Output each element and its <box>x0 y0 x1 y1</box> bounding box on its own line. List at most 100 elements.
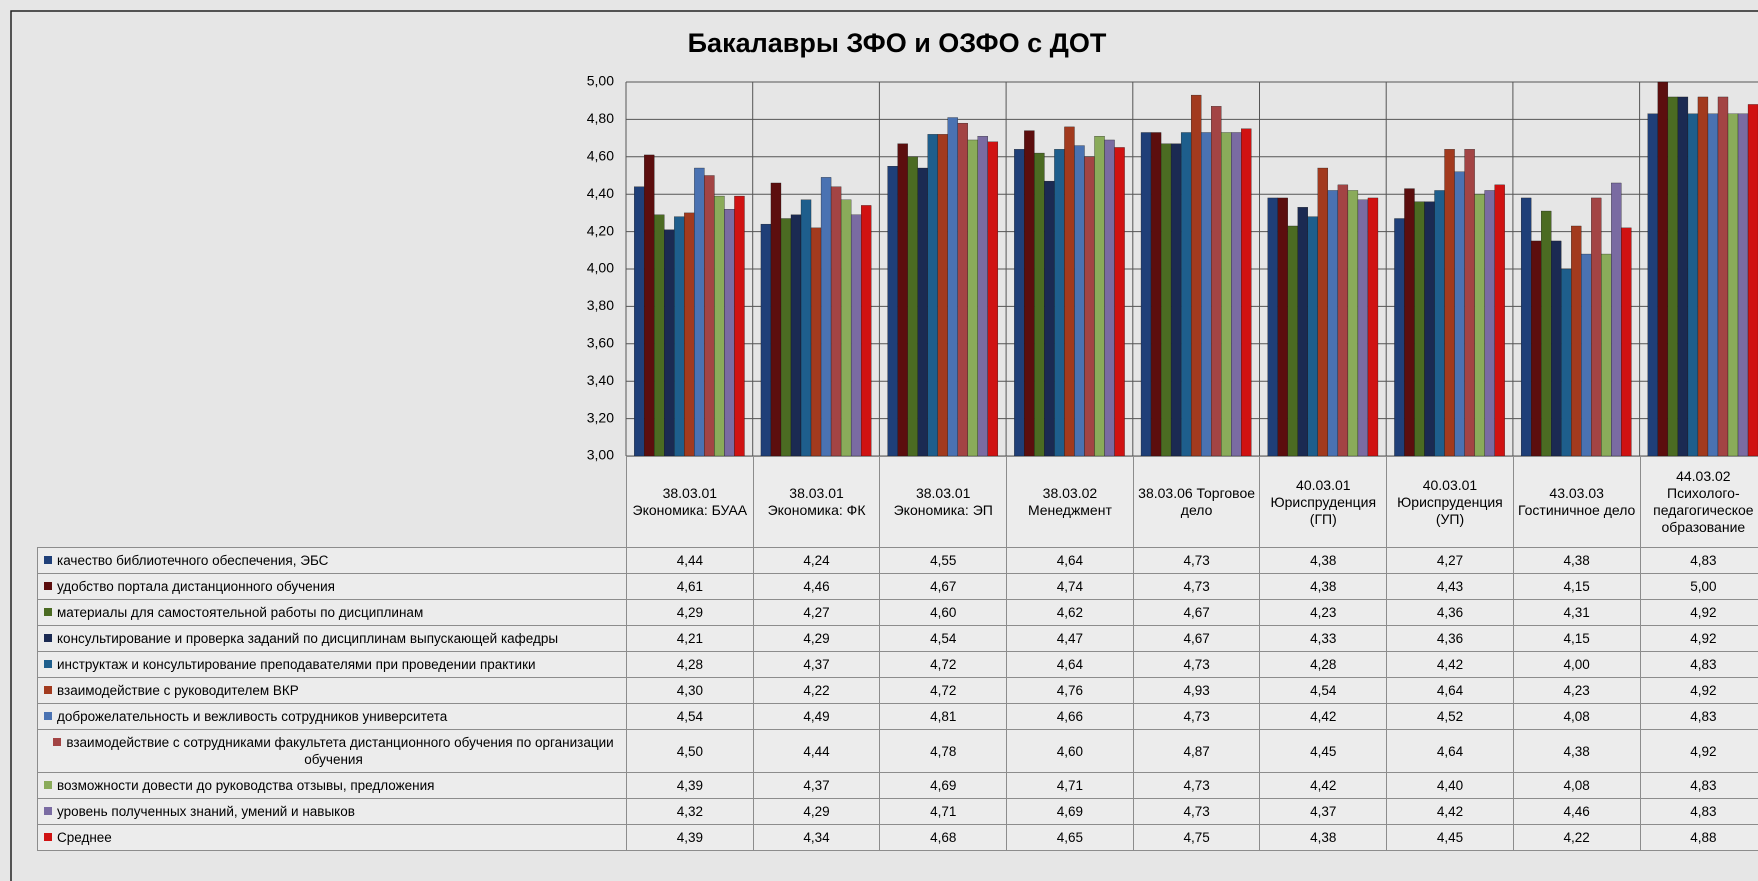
table-value: 4,38 <box>1259 824 1388 851</box>
bar <box>1150 132 1162 457</box>
table-row: уровень полученных знаний, умений и навы… <box>37 798 1758 825</box>
bar <box>654 214 665 457</box>
table-value: 4,76 <box>1006 677 1134 704</box>
table-value: 4,21 <box>626 625 754 652</box>
row-label: инструктаж и консультирование преподават… <box>37 651 627 678</box>
table-value: 4,31 <box>1512 599 1641 626</box>
bar <box>1074 145 1085 457</box>
bar <box>1404 188 1415 457</box>
category-label: 43.03.03 Гостиничное дело <box>1512 456 1641 548</box>
table-value: 4,73 <box>1132 798 1261 825</box>
bar <box>947 117 958 457</box>
row-label: удобство портала дистанционного обучения <box>37 573 627 600</box>
table-value: 4,52 <box>1386 703 1514 730</box>
table-value: 4,73 <box>1132 547 1261 574</box>
table-value: 4,29 <box>626 599 754 626</box>
bar <box>860 205 872 457</box>
table-value: 4,15 <box>1512 573 1641 600</box>
table-value: 4,75 <box>1132 824 1261 851</box>
y-tick-label: 3,40 <box>587 372 614 388</box>
table-value: 4,34 <box>752 824 881 851</box>
bar <box>907 156 918 457</box>
bar <box>1034 152 1045 457</box>
bar <box>1170 143 1182 457</box>
bar <box>1414 201 1425 457</box>
bar <box>1657 81 1669 457</box>
legend-label: доброжелательность и вежливость сотрудни… <box>57 709 448 724</box>
table-value: 4,44 <box>752 729 881 773</box>
bar <box>820 177 832 457</box>
table-row: Среднее 4,39 4,34 4,68 4,65 4,75 4,38 4,45 4,22 4… <box>37 824 1758 851</box>
table-value: 4,38 <box>1259 573 1388 600</box>
bar <box>1561 268 1572 457</box>
bar <box>957 122 968 457</box>
bar <box>967 139 978 457</box>
table-value: 4,37 <box>752 651 881 678</box>
table-row: качество библиотечного обеспечения, ЭБС 4… <box>37 547 1758 574</box>
bar <box>1717 96 1729 457</box>
table-value: 4,46 <box>752 573 881 600</box>
table-value: 4,28 <box>626 651 754 678</box>
bar <box>1201 132 1212 457</box>
bar <box>1094 136 1105 457</box>
legend-swatch <box>44 660 52 668</box>
category-label: 40.03.01 Юриспруденция (ГП) <box>1259 456 1388 548</box>
table-value: 4,73 <box>1132 703 1261 730</box>
bar <box>1494 184 1505 457</box>
bar <box>1241 128 1252 457</box>
y-tick-label: 4,20 <box>587 222 614 238</box>
bar <box>770 182 782 457</box>
row-label: материалы для самостоятельной работы по … <box>37 599 627 626</box>
table-value: 4,54 <box>626 703 754 730</box>
row-label: консультирование и проверка заданий по д… <box>37 625 627 652</box>
table-value: 5,00 <box>1639 573 1758 600</box>
bar <box>897 143 908 457</box>
table-value: 4,64 <box>1006 547 1134 574</box>
table-value: 4,61 <box>626 573 754 600</box>
table-value: 4,22 <box>752 677 881 704</box>
y-tick-label: 5,00 <box>587 73 614 89</box>
bar <box>760 223 772 457</box>
legend-label: взаимодействие с руководителем ВКР <box>57 683 299 698</box>
table-value: 4,68 <box>879 824 1008 851</box>
bar <box>1737 113 1749 457</box>
legend-label: удобство портала дистанционного обучения <box>57 579 335 594</box>
table-row: удобство портала дистанционного обучения… <box>37 573 1758 600</box>
bar <box>1444 149 1455 457</box>
bar <box>724 209 735 457</box>
bar <box>1337 184 1349 457</box>
table-value: 4,27 <box>1386 547 1514 574</box>
table-header-row: 38.03.01 Экономика: БУАА 38.03.01 Экономи… <box>38 456 1758 548</box>
legend-swatch <box>44 634 52 642</box>
table-value: 4,88 <box>1639 824 1758 851</box>
category-label: 38.03.02 Менеджмент <box>1006 456 1134 548</box>
table-value: 4,50 <box>626 729 754 773</box>
bar <box>1531 240 1542 457</box>
bar <box>937 134 948 457</box>
bar <box>927 134 938 457</box>
table-row: взаимодействие с руководителем ВКР 4,30 4,… <box>37 677 1758 704</box>
table-value: 4,22 <box>1512 824 1641 851</box>
bar <box>1601 253 1612 457</box>
bar <box>1307 216 1318 457</box>
bar <box>830 186 842 457</box>
table-value: 4,72 <box>879 651 1008 678</box>
table-value: 4,67 <box>1132 625 1261 652</box>
table-value: 4,64 <box>1386 729 1514 773</box>
table-value: 4,45 <box>1259 729 1388 773</box>
bar <box>1064 126 1075 457</box>
bar <box>664 229 675 457</box>
table-value: 4,92 <box>1639 625 1758 652</box>
table-value: 4,54 <box>879 625 1008 652</box>
table-value: 4,55 <box>879 547 1008 574</box>
table-value: 4,73 <box>1132 651 1261 678</box>
bar <box>977 136 988 457</box>
bar <box>780 218 792 457</box>
bar <box>1520 197 1532 457</box>
table-value: 4,29 <box>752 798 881 825</box>
category-label: 38.03.01 Экономика: БУАА <box>626 456 754 548</box>
row-label: взаимодействие с сотрудниками факультета… <box>37 729 627 773</box>
bar <box>674 216 685 457</box>
bar <box>1231 132 1242 457</box>
